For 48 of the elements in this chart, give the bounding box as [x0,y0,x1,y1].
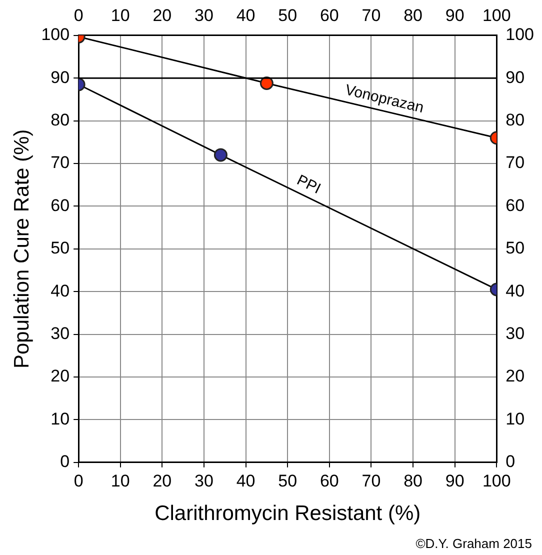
x2-tick-label: 100 [482,6,511,25]
y-tick-label: 60 [50,196,70,215]
y-tick-label: 100 [41,25,70,44]
y-tick-label: 40 [50,281,70,300]
y2-tick-label: 80 [506,110,525,130]
x2-tick-label: 80 [404,6,422,25]
y2-tick-label: 30 [506,324,525,343]
x-tick-label: 0 [74,471,84,490]
x2-tick-label: 40 [236,6,256,25]
y2-tick-label: 70 [506,153,525,172]
y2-tick-label: 50 [506,238,525,258]
x2-tick-label: 30 [194,6,214,25]
x-tick-label: 80 [404,471,422,490]
x-tick-label: 90 [445,471,464,490]
y-tick-label: 80 [50,110,70,130]
x-tick-label: 60 [320,471,339,490]
text: ©D.Y. Graham 2015 [416,536,532,552]
y-tick-label: 90 [50,68,70,87]
y2-tick-label: 100 [506,25,534,44]
x-tick-label: 40 [236,471,256,490]
y-tick-label: 50 [50,238,70,258]
x-tick-label: 70 [362,471,381,490]
y2-tick-label: 20 [506,366,525,386]
x2-tick-label: 90 [445,6,464,25]
x2-tick-label: 70 [362,6,381,25]
y-tick-label: 10 [50,409,70,428]
x-tick-label: 20 [152,471,172,490]
y-tick-label: 20 [50,366,70,386]
x2-tick-label: 60 [320,6,339,25]
y-tick-label: 30 [50,324,70,343]
y-axis-title: Population Cure Rate (%) [10,129,34,369]
y-tick-label: 70 [50,153,70,172]
y2-tick-label: 60 [506,196,525,215]
y-tick-label: 0 [60,452,70,472]
y2-tick-label: 40 [506,281,525,300]
text: PPI [294,172,324,198]
x2-tick-label: 20 [152,6,172,25]
y2-tick-label: 0 [506,452,516,472]
x-tick-label: 50 [278,471,298,490]
y2-tick-label: 90 [506,68,525,87]
x2-tick-label: 10 [110,6,130,25]
y2-tick-label: 10 [506,409,525,428]
x2-tick-label: 50 [278,6,298,25]
x-tick-label: 30 [194,471,214,490]
x-tick-label: 100 [482,471,511,490]
x2-tick-label: 0 [74,6,84,25]
x-tick-label: 10 [110,471,130,490]
x-axis-title: Clarithromycin Resistant (%) [154,502,421,526]
